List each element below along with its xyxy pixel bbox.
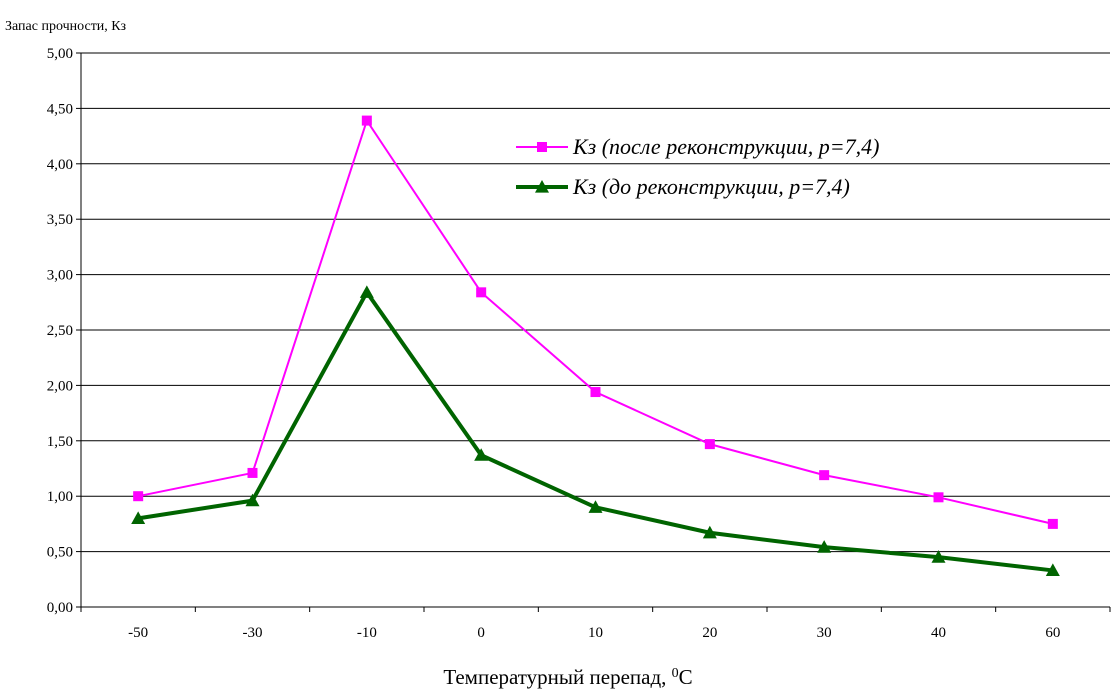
data-point	[1045, 563, 1060, 577]
data-point	[817, 540, 832, 553]
data-point	[931, 550, 946, 563]
x-tick-labels: -50 -30 -10 0 10 20 30 40 60	[80, 607, 1111, 641]
y-tick-label: 0,00	[47, 600, 73, 616]
x-axis-label-superscript: 0	[672, 666, 679, 681]
legend-marker	[535, 180, 549, 193]
data-point	[361, 115, 372, 126]
x-tick-label: -30	[243, 625, 263, 641]
x-tick-label: 10	[588, 625, 603, 641]
y-tick-label: 4,00	[47, 157, 73, 173]
data-point	[702, 525, 717, 539]
x-tick-label: 0	[477, 625, 485, 641]
legend-item: Кз (после реконструкции, р=7,4)	[516, 134, 879, 159]
x-tick-label: 40	[931, 625, 946, 641]
y-tick-label: 3,50	[47, 212, 73, 228]
data-point	[1047, 518, 1058, 529]
y-axis-label: Запас прочности, Кз	[5, 19, 126, 34]
legend-label: Кз (до реконструкции, р=7,4)	[572, 174, 850, 199]
legend-marker	[537, 142, 547, 152]
series-line	[137, 288, 1054, 573]
x-tick-label: -10	[357, 625, 377, 641]
x-tick-label: 20	[702, 625, 717, 641]
y-tick-label: 2,00	[47, 378, 73, 394]
data-point	[131, 511, 146, 524]
legend-item: Кз (до реконструкции, р=7,4)	[516, 174, 850, 199]
x-tick-label: 60	[1045, 625, 1060, 641]
data-point	[590, 387, 601, 398]
data-point	[588, 500, 603, 513]
x-axis-label-unit: С	[679, 665, 693, 689]
y-tick-label: 2,50	[47, 323, 73, 339]
data-point	[474, 448, 489, 461]
x-tick-label: 30	[817, 625, 832, 641]
y-tick-label: 1,50	[47, 434, 73, 450]
y-tick-label: 4,50	[47, 101, 73, 117]
data-point	[933, 492, 944, 503]
data-point	[819, 470, 830, 481]
legend-label: Кз (после реконструкции, р=7,4)	[572, 134, 879, 159]
data-point	[133, 491, 144, 502]
data-point	[359, 285, 374, 298]
series-1	[133, 115, 1058, 529]
y-tick-label: 5,00	[47, 46, 73, 62]
series-2	[131, 285, 1060, 577]
y-tick-label: 1,00	[47, 489, 73, 505]
data-point	[704, 439, 715, 450]
x-axis-label: Температурный перепад, 0С	[443, 665, 692, 689]
y-tick-label: 3,00	[47, 268, 73, 284]
data-point	[247, 467, 258, 478]
legend: Кз (после реконструкции, р=7,4) Кз (до ре…	[516, 134, 879, 199]
x-axis-label-text: Температурный перепад,	[443, 665, 671, 689]
x-tick-label: -50	[128, 625, 148, 641]
series-group	[131, 115, 1060, 577]
y-tick-labels: 0,00 0,50 1,00 1,50 2,00 2,50 3,00 3,50 4,00 4,50…	[47, 46, 81, 616]
data-point	[245, 493, 260, 507]
data-point	[476, 287, 487, 298]
y-tick-label: 0,50	[47, 545, 73, 561]
